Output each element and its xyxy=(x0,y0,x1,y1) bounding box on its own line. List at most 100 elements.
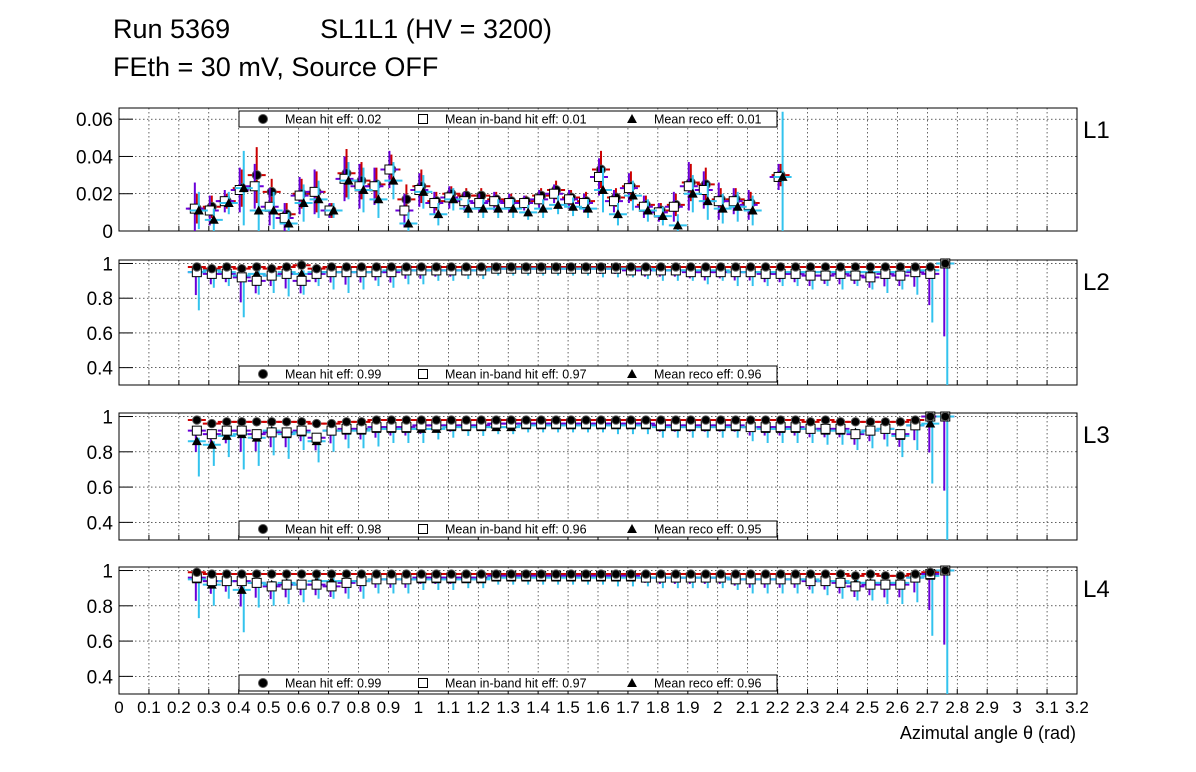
data-point-hit xyxy=(731,569,741,579)
data-point-reco xyxy=(433,209,444,219)
data-point-inband xyxy=(820,270,831,281)
data-point-reco xyxy=(251,268,262,278)
legend-marker-hit xyxy=(258,678,268,688)
data-point-inband xyxy=(895,270,906,281)
data-point-inband xyxy=(880,579,891,590)
data-point-reco xyxy=(268,205,279,215)
data-point-hit xyxy=(341,417,352,427)
data-point-reco xyxy=(538,203,549,213)
legend-entry-inband: Mean in-band hit eff: 0.97 xyxy=(445,677,587,691)
legend-box xyxy=(238,520,778,538)
data-point-inband xyxy=(296,579,307,590)
data-point-hit xyxy=(820,415,831,425)
data-point-hit xyxy=(431,569,442,579)
data-point-inband xyxy=(236,425,247,436)
data-point-hit xyxy=(266,186,277,197)
data-point-reco xyxy=(747,205,758,215)
x-tick-label: 0.2 xyxy=(167,698,191,717)
y-tick-label: 0.4 xyxy=(87,513,114,534)
data-point-hit xyxy=(656,415,666,425)
x-tick-label: 0.1 xyxy=(137,698,161,717)
y-tick-label: 0.6 xyxy=(87,478,113,499)
data-point-hit xyxy=(431,262,442,272)
x-tick-label: 1.7 xyxy=(616,698,640,717)
data-point-inband xyxy=(236,272,247,283)
data-point-hit xyxy=(596,569,606,579)
legend-marker-inband xyxy=(418,114,428,124)
data-point-hit xyxy=(192,415,202,425)
data-point-inband xyxy=(820,423,831,434)
data-point-hit xyxy=(536,262,546,272)
x-tick-label: 2.7 xyxy=(915,698,939,717)
data-point-hit xyxy=(416,262,427,272)
x-tick-label: 0.6 xyxy=(287,698,311,717)
data-point-hit xyxy=(536,569,546,579)
panel-l3: 0.4 0.6 0.8 1 L3 Mean hit eff: 0.98 Mean in-ba… xyxy=(87,408,1110,541)
data-point-reco xyxy=(448,194,459,204)
data-point-hit xyxy=(356,569,367,579)
y-tick-label: 1 xyxy=(102,408,113,429)
data-point-hit xyxy=(266,569,277,579)
data-point-inband xyxy=(311,432,322,443)
legend-entry-inband: Mean in-band hit eff: 0.96 xyxy=(445,523,587,537)
data-point-hit xyxy=(731,262,741,272)
data-point-reco xyxy=(343,175,354,185)
data-point-inband xyxy=(865,272,876,283)
panel-label: L3 xyxy=(1083,422,1110,449)
x-tick-label: 2.6 xyxy=(886,698,910,717)
x-tick-label: 2.2 xyxy=(766,698,790,717)
data-point-hit xyxy=(895,417,906,427)
legend-marker-reco xyxy=(627,114,637,123)
data-point-hit xyxy=(416,569,427,579)
data-point-hit xyxy=(207,263,217,274)
legend-entry-hit: Mean hit eff: 0.98 xyxy=(285,523,381,537)
data-point-hit xyxy=(237,263,247,274)
panel-l4: 0.4 0.6 0.8 1 L4 Mean hit eff: 0.99 Mean in-ba… xyxy=(87,562,1110,695)
data-point-hit xyxy=(716,262,726,272)
data-point-inband xyxy=(895,579,906,590)
y-tick-label: 0 xyxy=(102,222,113,243)
data-point-hit xyxy=(701,262,711,272)
data-point-hit xyxy=(581,415,591,425)
x-tick-label: 2.8 xyxy=(945,698,969,717)
data-point-hit xyxy=(192,262,202,272)
x-tick-label: 1 xyxy=(414,698,423,717)
panel-label: L4 xyxy=(1083,576,1110,603)
data-point-hit xyxy=(775,569,786,579)
data-point-hit xyxy=(731,415,741,425)
legend-entry-inband: Mean in-band hit eff: 0.97 xyxy=(445,368,587,382)
data-point-hit xyxy=(386,569,397,579)
panel-label: L2 xyxy=(1083,269,1110,296)
data-point-reco xyxy=(193,205,204,215)
data-point-hit xyxy=(760,262,771,272)
data-point-hit xyxy=(326,262,337,272)
data-point-hit xyxy=(701,415,711,425)
legend-entry-inband: Mean in-band hit eff: 0.01 xyxy=(445,113,587,127)
data-point-reco xyxy=(253,205,264,215)
data-point-hit xyxy=(431,415,442,425)
data-point-reco xyxy=(191,436,202,446)
data-point-hit xyxy=(760,415,771,425)
data-point-hit xyxy=(701,569,711,579)
data-point-hit xyxy=(281,417,292,427)
data-point-hit xyxy=(880,417,891,427)
data-point-hit xyxy=(790,262,801,272)
data-point-inband xyxy=(311,579,322,590)
data-point-inband xyxy=(326,581,337,592)
data-point-reco xyxy=(702,196,713,206)
x-tick-label: 3.2 xyxy=(1065,698,1089,717)
data-point-inband xyxy=(281,427,292,438)
data-point-hit xyxy=(716,415,726,425)
data-point-hit xyxy=(925,262,936,272)
data-point-reco xyxy=(298,198,309,208)
data-point-hit xyxy=(805,262,816,272)
data-point-inband xyxy=(251,429,262,440)
data-point-reco xyxy=(328,205,339,215)
data-point-inband xyxy=(850,581,861,592)
data-point-hit xyxy=(656,262,666,272)
x-tick-label: 3 xyxy=(1012,698,1021,717)
data-point-hit xyxy=(386,415,397,425)
x-tick-label: 2.3 xyxy=(796,698,820,717)
